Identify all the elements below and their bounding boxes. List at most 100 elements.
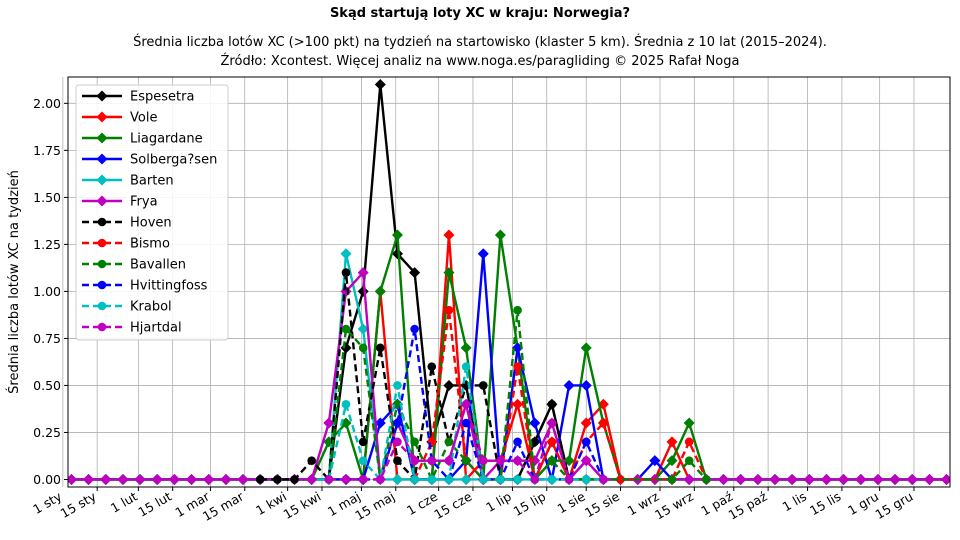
data-point-frya — [769, 473, 781, 485]
data-point-krabol — [358, 456, 368, 465]
data-point-solberga-sen — [477, 248, 489, 260]
y-tick-label: 1.50 — [33, 190, 61, 205]
data-point-hvittingfoss — [410, 324, 419, 334]
legend-swatch-marker — [97, 259, 107, 269]
data-point-hjartdal — [513, 456, 522, 465]
data-point-hjartdal — [393, 437, 402, 447]
data-point-krabol — [461, 362, 471, 371]
data-point-krabol — [393, 381, 402, 390]
data-point-hoven — [255, 475, 265, 484]
data-point-bismo — [616, 475, 625, 484]
data-point-liagardane — [460, 342, 472, 354]
data-point-hoven — [530, 437, 540, 447]
y-tick-label: 1.75 — [33, 143, 61, 158]
data-point-krabol — [444, 475, 454, 484]
legend-label: Solberga?sen — [130, 153, 217, 168]
x-tick-label: 15 lip — [511, 489, 549, 519]
data-point-hjartdal — [599, 475, 608, 484]
data-point-liagardane — [494, 229, 506, 241]
data-point-hvittingfoss — [513, 437, 522, 447]
chart-subtitle-line-1: Średnia liczba lotów XC (>100 pkt) na ty… — [133, 34, 827, 50]
data-point-hjartdal — [444, 456, 454, 465]
data-point-barten — [460, 473, 472, 485]
data-point-frya — [323, 417, 335, 429]
data-point-hoven — [307, 456, 316, 465]
legend-swatch-marker — [96, 153, 108, 165]
data-point-liagardane — [391, 229, 403, 241]
data-point-vole — [443, 229, 455, 241]
x-tick-label: 15 cze — [431, 488, 474, 522]
x-tick-label: 15 maj — [352, 489, 397, 524]
data-point-frya — [134, 473, 146, 485]
legend-swatch-marker — [97, 280, 107, 290]
y-tick-label: 2.00 — [33, 96, 61, 111]
data-point-frya — [186, 473, 198, 485]
x-tick-label: 15 lis — [807, 489, 843, 519]
data-point-frya — [735, 473, 747, 485]
data-point-frya — [68, 473, 77, 485]
data-point-bavallen — [358, 343, 368, 353]
legend-swatch-marker — [97, 238, 107, 248]
data-point-frya — [906, 473, 918, 485]
data-point-krabol — [478, 475, 488, 484]
data-point-barten — [357, 323, 369, 335]
y-tick-label: 0.25 — [33, 425, 61, 440]
data-point-espesetra — [391, 248, 403, 260]
legend-swatch-marker — [96, 174, 108, 186]
data-point-hjartdal — [427, 456, 437, 465]
legend-swatch-marker — [96, 90, 108, 102]
data-point-frya — [203, 473, 215, 485]
data-point-frya — [357, 267, 369, 279]
data-point-solberga-sen — [529, 417, 541, 429]
data-point-frya — [168, 473, 180, 485]
legend-label: Hoven — [130, 216, 172, 231]
data-point-espesetra — [409, 267, 421, 279]
chart-subtitle-line-2: Źródło: Xcontest. Więcej analiz na www.n… — [221, 53, 740, 69]
data-point-hjartdal — [530, 475, 540, 484]
legend-swatch-marker — [97, 301, 107, 311]
legend-swatch-marker — [97, 217, 107, 227]
data-point-bavallen — [684, 456, 694, 465]
x-tick-label: 1 lip — [483, 489, 514, 515]
legend-swatch-marker — [96, 132, 108, 144]
data-point-frya — [717, 473, 729, 485]
data-point-hjartdal — [341, 475, 351, 484]
data-point-bismo — [547, 437, 557, 447]
data-point-bismo — [684, 437, 694, 447]
data-point-bavallen — [341, 324, 351, 334]
data-point-liagardane — [443, 267, 455, 279]
data-point-frya — [83, 473, 95, 485]
data-point-solberga-sen — [580, 379, 592, 391]
plot-area: 0.000.250.500.751.001.251.501.752.001 st… — [30, 76, 951, 524]
data-point-krabol — [410, 475, 419, 484]
data-point-frya — [923, 473, 935, 485]
data-point-frya — [151, 473, 163, 485]
data-point-hjartdal — [547, 418, 557, 428]
data-point-hoven — [273, 475, 282, 484]
x-tick-label: 15 paź — [726, 488, 770, 522]
data-point-bavallen — [667, 475, 677, 484]
legend-swatch-marker — [96, 111, 108, 123]
legend-swatch-marker — [97, 322, 107, 332]
data-point-frya — [803, 473, 815, 485]
data-point-vole — [666, 436, 678, 448]
data-point-frya — [100, 473, 112, 485]
data-point-hoven — [478, 381, 488, 390]
data-point-hjartdal — [478, 456, 488, 465]
y-axis-label: Średnia liczba lotów XC na tydzień — [6, 170, 22, 394]
data-point-bismo — [444, 305, 454, 315]
data-point-hjartdal — [496, 456, 505, 465]
x-tick-label: 1 sie — [555, 488, 588, 516]
legend-label: Vole — [130, 111, 157, 126]
data-point-frya — [786, 473, 798, 485]
data-point-hvittingfoss — [581, 437, 591, 447]
data-point-krabol — [496, 475, 505, 484]
data-point-krabol — [341, 399, 351, 409]
data-point-barten — [391, 473, 403, 485]
data-point-hjartdal — [376, 475, 385, 484]
data-point-hoven — [547, 399, 557, 409]
data-point-hoven — [341, 268, 351, 277]
data-point-hjartdal — [410, 456, 419, 465]
legend-label: Hvittingfoss — [130, 279, 208, 294]
